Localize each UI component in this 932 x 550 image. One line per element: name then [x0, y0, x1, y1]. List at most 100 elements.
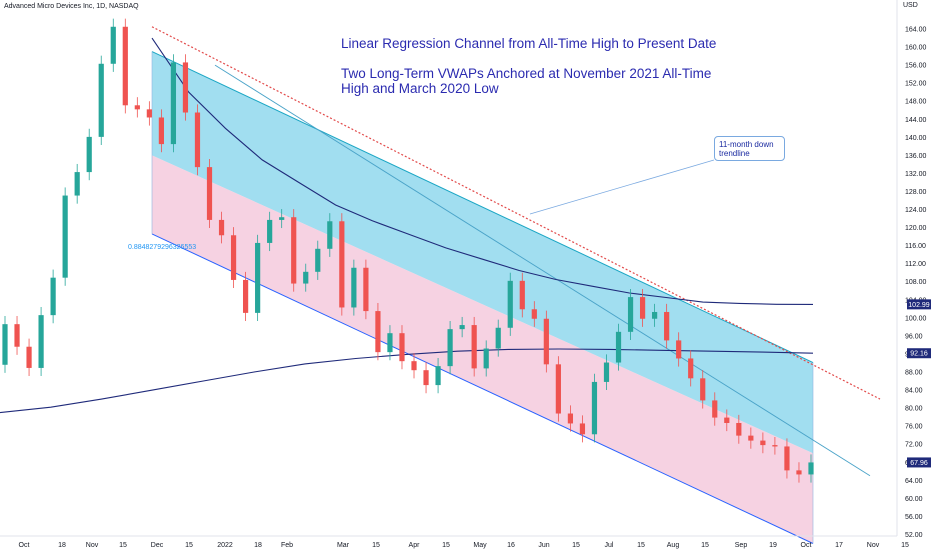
candle-body: [255, 242, 261, 313]
annotation-line-2: Two Long-Term VWAPs Anchored at November…: [341, 66, 712, 81]
y-tick-label: 100.00: [905, 315, 927, 322]
y-tick-label: 112.00: [905, 261, 926, 268]
candle-body: [38, 315, 44, 368]
x-tick-label: 19: [769, 542, 777, 549]
y-tick-label: 148.00: [905, 99, 927, 106]
candle-body: [375, 311, 381, 353]
candle-body: [303, 271, 309, 284]
candle-body: [267, 219, 273, 243]
vwap-all-time-high: [151, 37, 814, 305]
candle-body: [688, 358, 694, 379]
y-tick-label: 76.00: [905, 424, 923, 431]
callout-pointer: [529, 159, 715, 215]
candle-body: [2, 324, 8, 365]
candle-body: [543, 318, 549, 365]
candle-body: [387, 333, 393, 353]
candle-body: [531, 309, 537, 319]
x-tick-label: Jul: [605, 542, 614, 549]
y-tick-label: 128.00: [905, 189, 927, 196]
candle-body: [615, 331, 622, 363]
x-tick-label: May: [473, 542, 487, 549]
candle-body: [627, 297, 634, 332]
y-tick-label: 140.00: [905, 135, 927, 142]
x-tick-label: 15: [119, 542, 127, 549]
x-tick-label: Oct: [19, 542, 30, 549]
candle-body: [206, 167, 213, 220]
candle-body: [808, 462, 814, 475]
candle-body: [50, 277, 56, 316]
y-tick-label: 60.00: [905, 496, 923, 503]
candle-body: [423, 370, 429, 386]
regression-channel-upper: [152, 51, 813, 454]
candle-body: [772, 445, 778, 447]
candle-body: [447, 329, 453, 367]
x-tick-label: Aug: [667, 542, 680, 549]
candle-body: [664, 311, 670, 341]
candle-body: [736, 422, 742, 436]
x-tick-label: 18: [254, 542, 262, 549]
annotation-line-1: Linear Regression Channel from All-Time …: [341, 36, 717, 51]
candle-body: [784, 446, 790, 471]
channel-coefficient-label: 0.8848279296326553: [128, 244, 197, 251]
x-tick-label: Nov: [867, 542, 880, 549]
candle-body: [315, 248, 321, 272]
candle-body: [98, 63, 104, 137]
candle-body: [351, 267, 357, 308]
candle-body: [134, 105, 140, 110]
y-tick-label: 84.00: [905, 388, 923, 395]
candle-body: [230, 235, 237, 280]
x-tick-label: 15: [637, 542, 645, 549]
candle-body: [760, 440, 766, 446]
candle-body: [676, 340, 682, 359]
candle-body: [242, 279, 249, 313]
y-tick-label: 144.00: [905, 117, 927, 124]
candle-body: [110, 26, 116, 64]
x-tick-label: Mar: [337, 542, 350, 549]
x-tick-label: 15: [572, 542, 580, 549]
down-trendline: [151, 26, 881, 400]
channel-lower-line: [151, 233, 814, 544]
x-tick-label: Nov: [86, 542, 99, 549]
candle-body: [218, 219, 225, 236]
y-tick-label: 160.00: [905, 45, 927, 52]
candle-body: [363, 267, 369, 312]
y-tick-label: 72.00: [905, 442, 923, 449]
currency-label: USD: [903, 2, 918, 9]
x-tick-label: 15: [442, 542, 450, 549]
y-tick-label: 116.00: [905, 243, 926, 250]
candle-body: [339, 221, 345, 308]
y-tick-label: 80.00: [905, 406, 923, 413]
x-tick-label: Dec: [151, 542, 164, 549]
y-tick-label: 152.00: [905, 81, 927, 88]
last-price-tag-bg: [907, 457, 931, 468]
secondary-trendline: [214, 64, 871, 477]
vwap-high-price-tag: 102.99: [908, 302, 930, 309]
candle-body: [700, 378, 706, 401]
trendline-callout[interactable]: 11-month down trendline: [714, 136, 785, 161]
candle-body: [14, 324, 20, 347]
candle-body: [519, 280, 525, 310]
candle-body: [652, 311, 658, 319]
candle-body: [724, 417, 730, 423]
candle-body: [26, 346, 32, 368]
candle-body: [796, 470, 802, 475]
y-tick-label: 136.00: [905, 153, 927, 160]
y-tick-label: 120.00: [905, 225, 927, 232]
x-tick-label: 15: [185, 542, 193, 549]
x-tick-label: 15: [372, 542, 380, 549]
x-tick-label: Oct: [801, 542, 812, 549]
x-tick-label: 16: [507, 542, 515, 549]
candle-body: [579, 423, 586, 435]
y-tick-label: 124.00: [905, 207, 927, 214]
candle-body: [639, 297, 646, 319]
x-tick-label: Sep: [735, 542, 748, 549]
x-tick-label: Apr: [409, 542, 421, 549]
annotation-line-3: High and March 2020 Low: [341, 81, 499, 96]
x-tick-label: Jun: [538, 542, 549, 549]
y-tick-label: 88.00: [905, 370, 923, 377]
channel-upper-line: [151, 51, 814, 363]
candle-body: [327, 221, 333, 249]
candle-body: [279, 217, 285, 220]
